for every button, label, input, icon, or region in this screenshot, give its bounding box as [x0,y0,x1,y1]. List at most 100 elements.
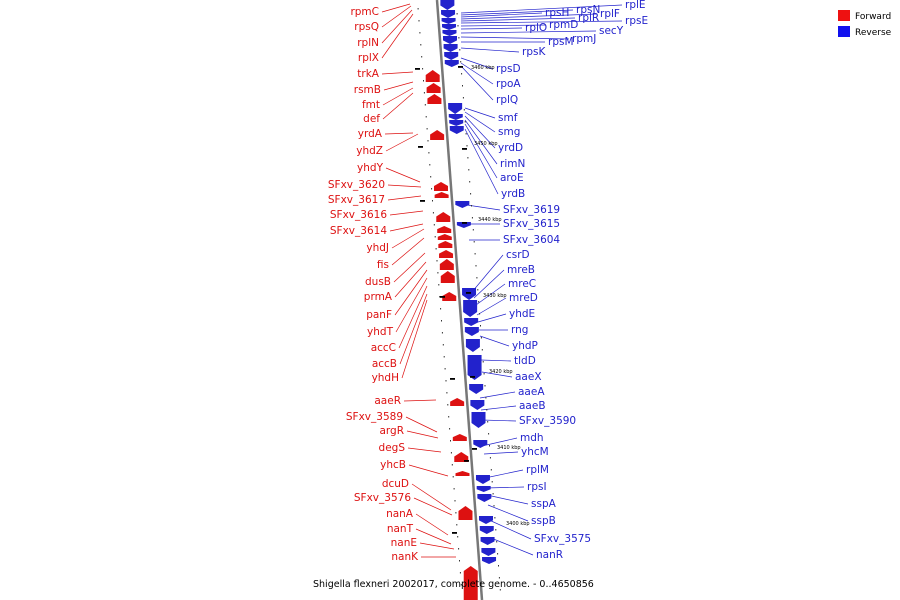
forward-gene-arrow [434,192,449,198]
gene-label-left: trkA [357,68,380,80]
gene-connector [481,371,513,378]
reverse-gene-arrow [465,339,480,352]
gene-connector [471,254,504,293]
major-tick [420,200,425,202]
gene-connector [460,47,520,53]
gene-label-left: SFxv_3589 [346,411,403,423]
gene-connector [473,269,505,299]
axis-tick [462,85,463,87]
gene-label-right: smf [498,112,518,124]
gene-label-left: accC [371,342,396,354]
gene-label-left: aaeR [374,395,401,407]
axis-tick [433,224,435,226]
axis-tick [456,524,458,526]
axis-tick [450,440,451,442]
axis-tick [465,133,467,135]
reverse-gene-arrow [479,526,494,534]
gene-label-left: SFxv_3614 [330,225,387,237]
gene-label-right: SFxv_3604 [503,234,560,246]
gene-connector [464,123,498,179]
reverse-gene-arrow [462,288,477,300]
gene-label-left: yhdH [372,372,399,384]
reverse-gene-arrow [455,201,470,208]
axis-tick [468,169,470,171]
gene-connector [460,30,597,34]
gene-connector [407,447,442,453]
gene-label-right: mdh [520,432,544,444]
axis-tick [493,505,495,507]
axis-tick [431,188,433,190]
gene-connector [411,483,452,511]
scale-label: 3400 kbp [506,521,530,527]
axis-tick [423,92,425,94]
gene-label-left: rsmB [354,84,381,96]
forward-gene-arrow [437,234,452,240]
gene-label-right: aaeA [518,386,545,398]
axis-tick [441,332,443,334]
gene-connector [381,9,413,44]
axis-tick [489,457,491,459]
axis-tick [492,493,494,495]
axis-tick [490,469,492,471]
axis-tick [479,313,481,315]
reverse-gene-arrow [443,36,457,44]
axis-tick [459,49,461,51]
gene-connector [389,223,424,232]
forward-gene-arrow [440,271,455,283]
axis-tick [473,241,475,243]
reverse-gene-arrow [449,120,464,126]
axis-tick [421,56,423,58]
axis-tick [454,500,456,502]
axis-tick [475,265,477,267]
legend-reverse-label: Reverse [855,28,892,38]
gene-label-right: smg [498,126,520,138]
axis-tick [457,25,459,27]
axis-tick [462,97,464,99]
axis-tick [448,416,450,418]
gene-connector [464,115,496,149]
gene-label-right: SFxv_3619 [503,204,560,216]
axis-tick [495,529,497,531]
reverse-gene-arrow [444,52,459,60]
gene-connector [481,437,518,447]
major-tick [470,376,475,378]
reverse-gene-arrow [444,60,459,67]
gene-label-left: argR [379,425,404,437]
gene-connector [383,81,414,91]
gene-connector [385,167,421,183]
gene-connector [394,261,427,298]
axis-tick [435,248,437,250]
gene-label-right: mreC [508,278,536,290]
axis-tick [476,277,478,279]
axis-tick [467,157,469,159]
gene-label-right: SFxv_3575 [534,533,591,545]
gene-label-left: yhdJ [366,242,389,254]
gene-label-right: mreD [509,292,538,304]
gene-label-right: rng [511,324,528,336]
gene-connector [476,297,507,316]
gene-connector [415,513,449,536]
gene-connector [385,133,419,152]
axis-tick [425,116,427,118]
axis-tick [489,445,490,447]
gene-connector [401,299,428,379]
major-tick [462,222,467,224]
axis-tick [455,512,457,514]
axis-tick [497,553,499,555]
axis-tick [466,145,468,147]
axis-tick [472,229,474,231]
gene-label-left: rplN [357,37,379,49]
axis-tick [456,13,458,15]
gene-label-right: yhdE [509,308,535,320]
axis-tick [441,320,442,322]
axis-tick [439,296,441,298]
gene-connector [460,57,494,70]
axis-tick [440,308,442,310]
forward-gene-arrow [438,241,453,248]
gene-label-right: sspA [531,498,557,510]
axis-tick [459,560,460,562]
gene-connector [475,283,506,306]
gene-label-left: degS [379,442,406,454]
gene-connector [460,17,576,22]
axis-tick [429,164,431,166]
